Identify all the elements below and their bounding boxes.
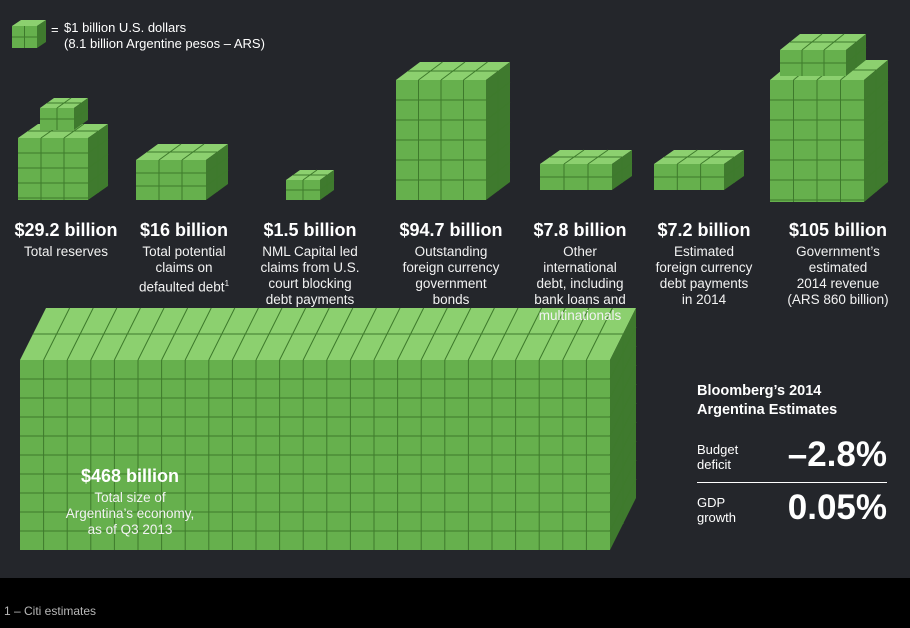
gdp-growth-label: GDP growth: [697, 495, 737, 525]
cube-block-economy: [20, 307, 637, 550]
budget-deficit-row: Budget deficit –2.8%: [697, 432, 887, 482]
amount-total-reserves: $29.2 billion: [14, 220, 118, 240]
footer-band: [0, 578, 910, 628]
cube-block-total-reserves-top: [40, 97, 89, 130]
cube-block-foreign-bonds: [396, 61, 511, 200]
item-international-debt: $7.8 billion Other international debt, i…: [522, 219, 638, 324]
amount-potential-claims: $16 billion: [139, 220, 229, 240]
cube-illustrations: [18, 33, 889, 550]
desc-economy-size: Total size of Argentina’s economy, as of…: [65, 490, 195, 537]
item-potential-claims: $16 billion Total potential claims on de…: [125, 219, 243, 296]
amount-international-debt: $7.8 billion: [533, 220, 627, 240]
legend-equals: =: [51, 22, 59, 37]
amount-debt-payments: $7.2 billion: [657, 220, 751, 240]
desc-international-debt: Other international debt, including bank…: [534, 244, 626, 323]
item-economy-size: $468 billion Total size of Argentina’s e…: [30, 465, 230, 538]
desc-potential-claims: Total potential claims on defaulted debt…: [138, 244, 230, 295]
item-foreign-bonds: $94.7 billion Outstanding foreign curren…: [390, 219, 512, 308]
gdp-growth-value: 0.05%: [787, 488, 887, 527]
amount-foreign-bonds: $94.7 billion: [399, 220, 503, 240]
amount-nml-capital: $1.5 billion: [263, 220, 357, 240]
footnote-marker: 1: [224, 279, 230, 288]
amount-government-revenue: $105 billion: [788, 220, 888, 240]
cube-block-government-revenue: [770, 59, 889, 202]
gdp-growth-row: GDP growth 0.05%: [697, 485, 887, 535]
cube-block-nml-capital: [286, 169, 335, 200]
item-government-revenue: $105 billion Government’s estimated 2014…: [770, 219, 906, 308]
desc-debt-payments: Estimated foreign currency debt payments…: [655, 244, 753, 307]
cube-block-potential-claims: [136, 143, 229, 200]
footnote: 1 – Citi estimates: [4, 604, 97, 618]
cube-block-total-reserves: [18, 123, 109, 200]
desc-government-revenue: Government’s estimated 2014 revenue (ARS…: [787, 244, 889, 307]
legend-line-1: $1 billion U.S. dollars: [64, 20, 187, 35]
item-total-reserves: $29.2 billion Total reserves: [7, 219, 125, 260]
budget-deficit-label: Budget deficit: [697, 442, 739, 472]
desc-total-reserves: Total reserves: [23, 244, 109, 259]
legend-text: $1 billion U.S. dollars (8.1 billion Arg…: [64, 20, 265, 52]
estimates-title: Bloomberg’s 2014 Argentina Estimates: [697, 383, 838, 418]
cube-block-international-debt: [540, 149, 633, 190]
infographic-canvas: = $1 billion U.S. dollars (8.1 billion A…: [0, 0, 910, 578]
item-debt-payments: $7.2 billion Estimated foreign currency …: [645, 219, 763, 308]
item-nml-capital: $1.5 billion NML Capital led claims from…: [248, 219, 372, 308]
cube-block-debt-payments: [654, 149, 745, 190]
cube-block-government-revenue-top: [780, 33, 867, 76]
amount-economy-size: $468 billion: [80, 466, 180, 486]
desc-foreign-bonds: Outstanding foreign currency government …: [402, 244, 500, 307]
desc-nml-capital: NML Capital led claims from U.S. court b…: [260, 244, 360, 307]
estimates-divider: [697, 482, 887, 483]
legend-line-2: (8.1 billion Argentine pesos – ARS): [64, 36, 265, 51]
budget-deficit-value: –2.8%: [787, 435, 887, 474]
cube-legend-icon: [12, 20, 46, 48]
estimates-panel: Bloomberg’s 2014 Argentina Estimates Bud…: [697, 382, 887, 535]
